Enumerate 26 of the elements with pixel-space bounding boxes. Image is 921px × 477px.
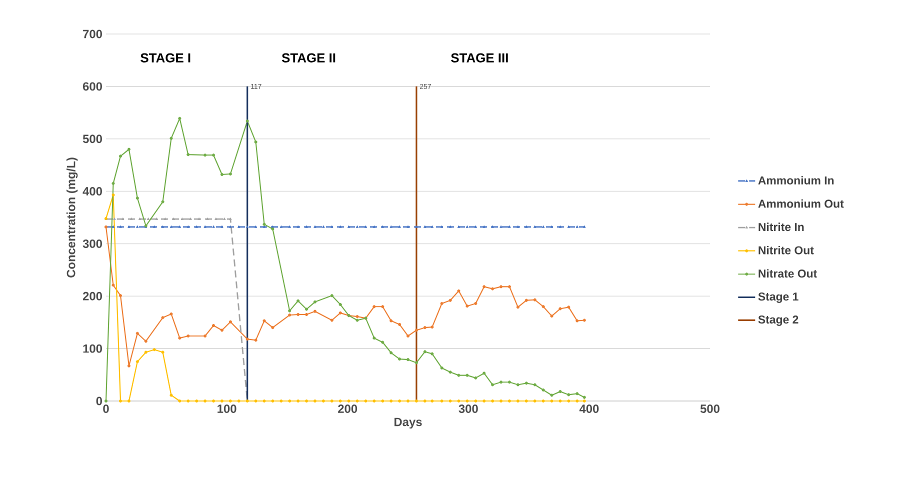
legend-label: Nitrite In (758, 222, 804, 232)
y-tick-label: 600 (82, 82, 102, 91)
annotation: STAGE III (451, 53, 508, 62)
legend-label: Stage 1 (758, 292, 798, 303)
x-tick-label: 0 (103, 404, 109, 413)
y-tick-label: 0 (96, 396, 102, 406)
annotation: STAGE I (140, 53, 190, 62)
legend-label: Ammonium Out (758, 199, 844, 208)
x-tick-label: 300 (458, 404, 478, 414)
y-tick-label: 500 (82, 134, 102, 144)
legend-label: Nitrite Out (758, 246, 814, 254)
y-tick-label: 300 (82, 239, 102, 248)
y-tick-label: 700 (83, 30, 102, 38)
legend-label: Stage 2 (758, 315, 798, 326)
y-axis-title: Concentration (mg/L) (66, 158, 78, 278)
x-tick-label: 100 (218, 404, 236, 413)
annotation: STAGE II (282, 53, 336, 62)
x-axis-title: Days (394, 418, 422, 429)
x-tick-label: 400 (579, 404, 599, 413)
x-tick-label: 500 (700, 404, 720, 413)
y-tick-label: 400 (82, 187, 102, 196)
y-tick-label: 200 (82, 292, 102, 300)
legend-label: Ammonium In (758, 176, 834, 184)
x-tick-label: 200 (338, 404, 358, 413)
legend-label: Nitrate Out (758, 269, 817, 278)
y-tick-label: 100 (83, 344, 102, 353)
